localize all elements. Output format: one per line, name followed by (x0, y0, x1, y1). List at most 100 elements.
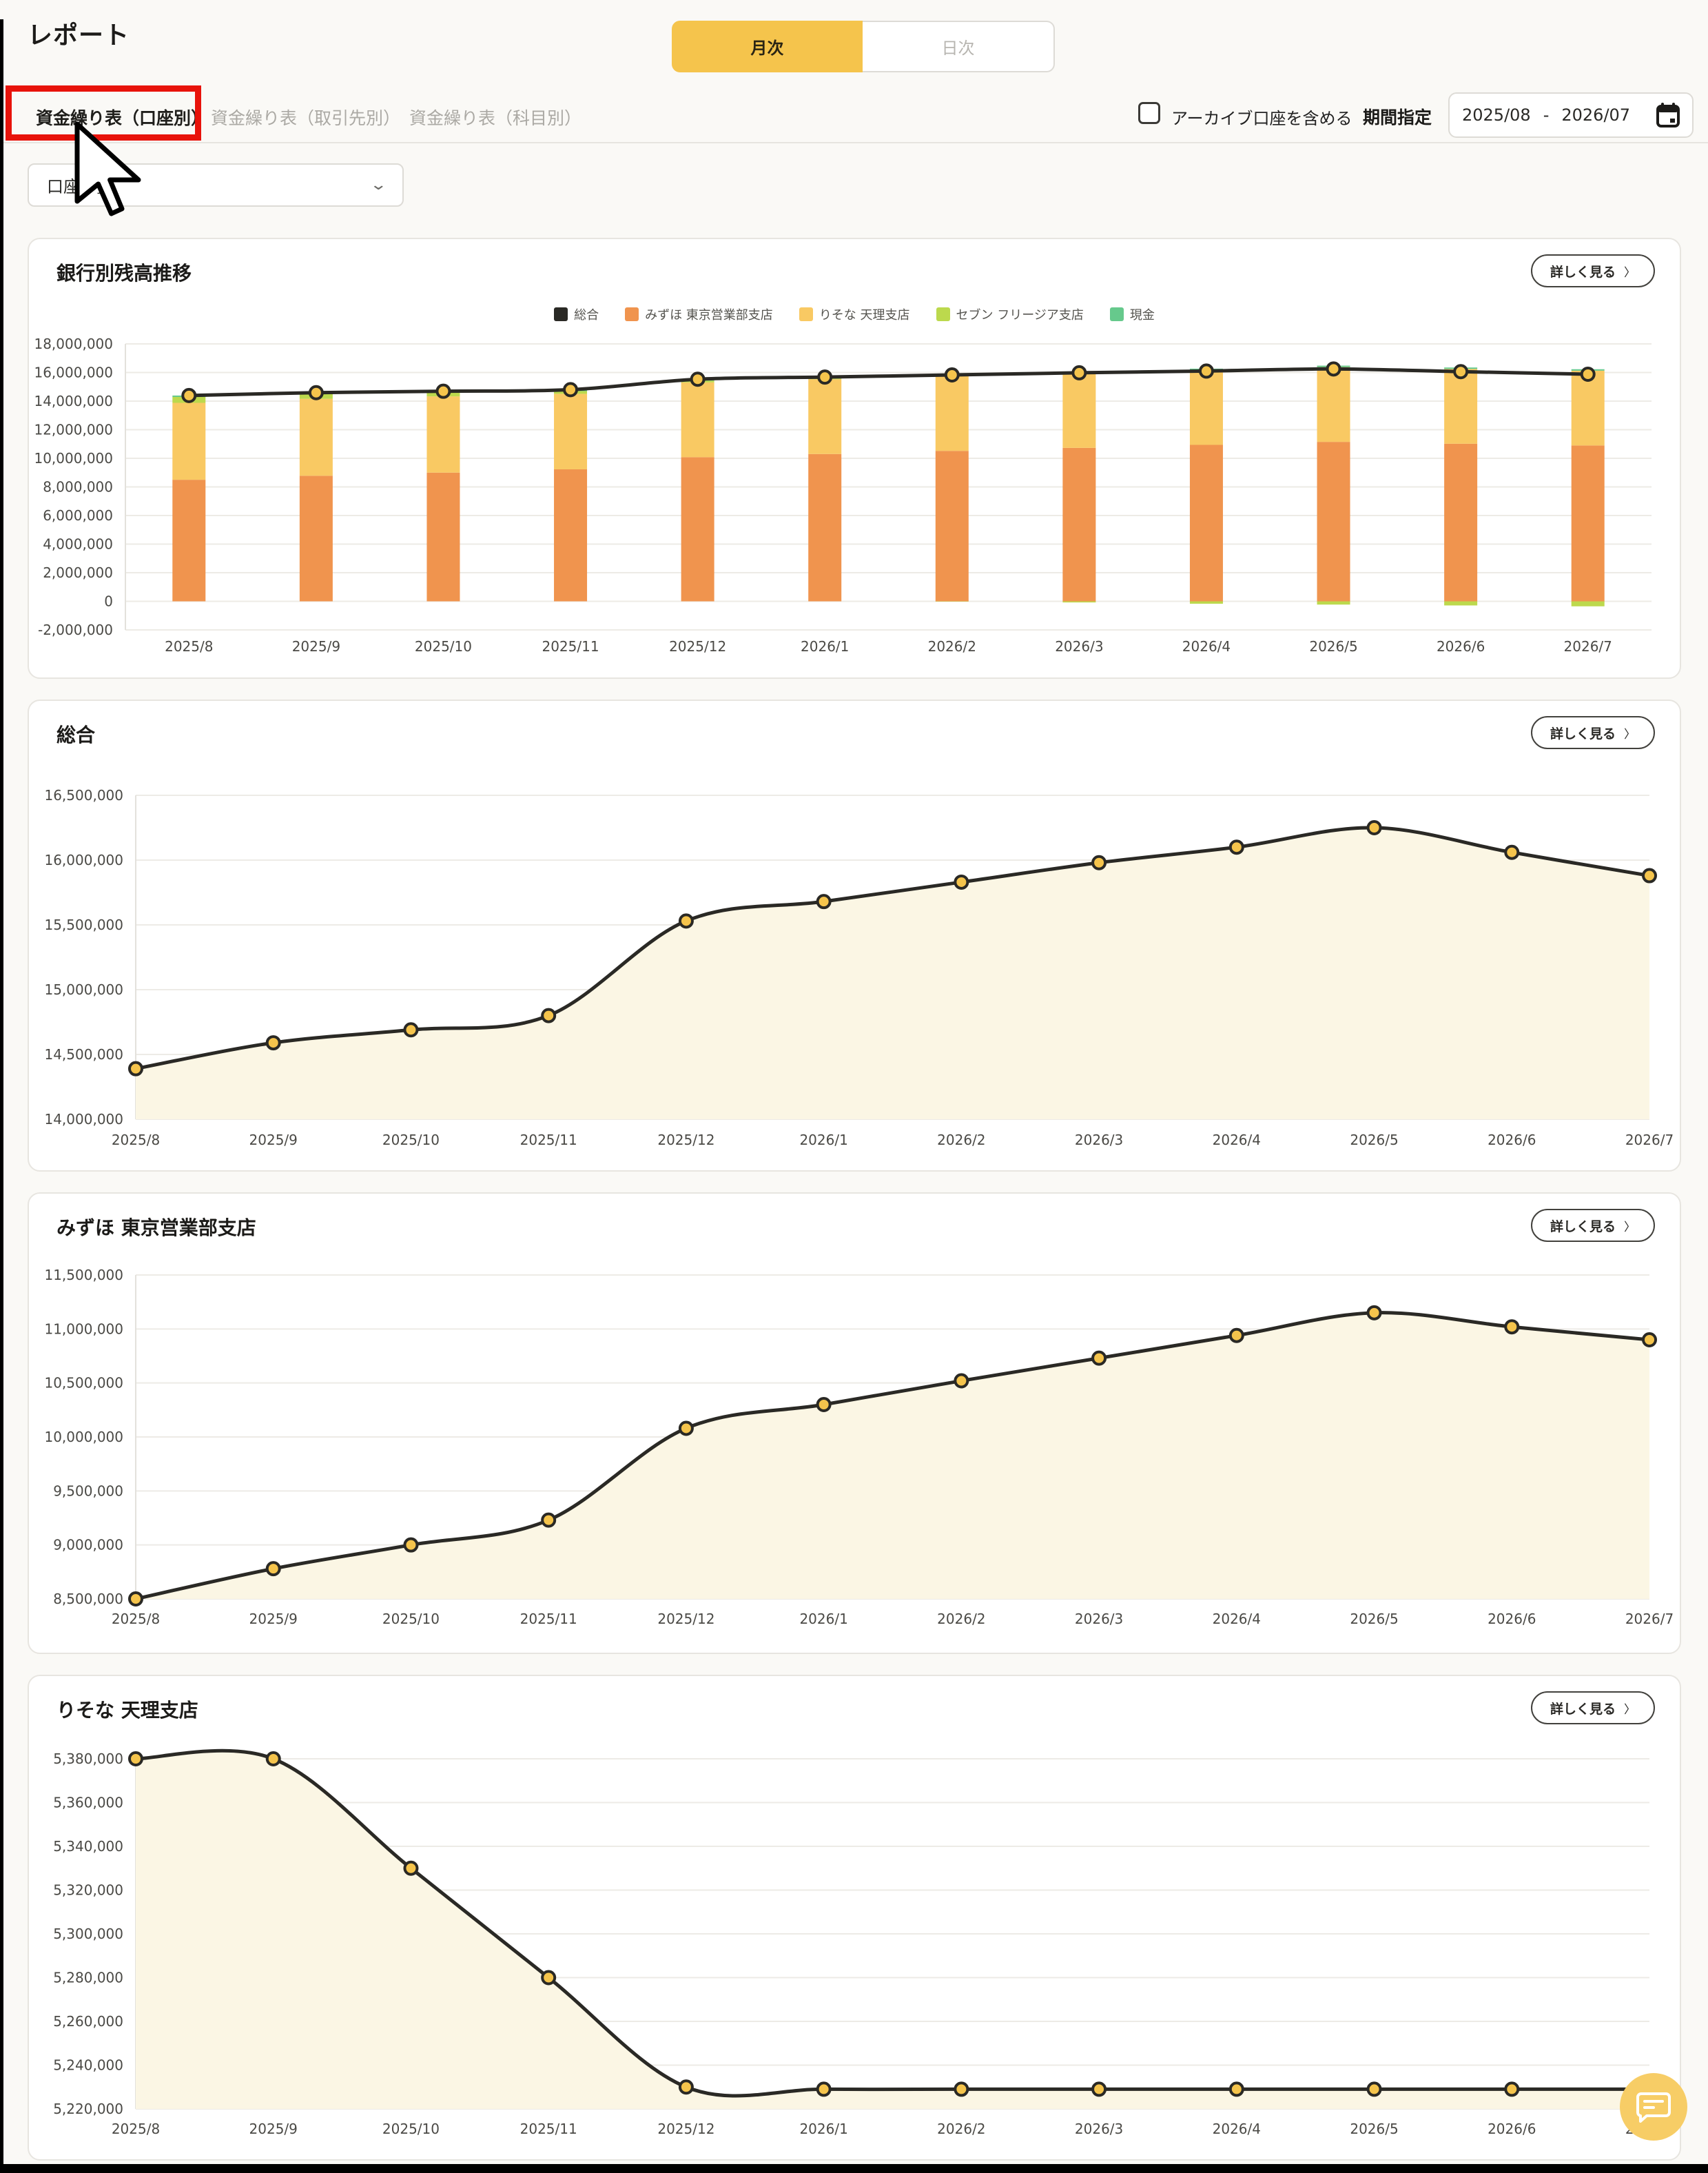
svg-text:2025/12: 2025/12 (657, 1611, 714, 1627)
window-edge-left (0, 19, 3, 2173)
svg-text:2025/8: 2025/8 (112, 1132, 160, 1148)
chart-title-bank-balance: 銀行別残高推移 (56, 262, 192, 285)
svg-text:12,000,000: 12,000,000 (34, 422, 113, 438)
subtab-by-counterparty[interactable]: 資金繰り表（取引先別） (211, 108, 401, 128)
chevron-right-icon: 〉 (1624, 727, 1636, 742)
svg-text:5,300,000: 5,300,000 (53, 1926, 123, 1942)
svg-text:5,360,000: 5,360,000 (53, 1795, 123, 1811)
period-range-input[interactable]: 2025/08 - 2026/07 (1448, 92, 1694, 138)
legend-swatch (554, 307, 568, 321)
svg-text:2026/7: 2026/7 (1625, 1611, 1674, 1627)
detail-button-label: 詳しく見る (1550, 264, 1616, 280)
tab-monthly[interactable]: 月次 (672, 21, 863, 72)
archive-accounts-label: アーカイブ口座を含める (1171, 109, 1352, 128)
chart-legend: 総合 みずほ 東京営業部支店 りそな 天理支店 セブン フリージア支店 現金 (29, 305, 1680, 323)
legend-item: セブン フリージア支店 (936, 305, 1084, 323)
svg-text:2025/11: 2025/11 (542, 638, 599, 655)
svg-text:2025/9: 2025/9 (292, 638, 340, 655)
svg-text:2026/6: 2026/6 (1488, 2121, 1536, 2137)
svg-text:9,500,000: 9,500,000 (53, 1482, 123, 1499)
chat-bubble-icon (1636, 2092, 1671, 2123)
svg-text:-2,000,000: -2,000,000 (38, 622, 113, 638)
svg-text:5,280,000: 5,280,000 (53, 1970, 123, 1986)
svg-text:14,000,000: 14,000,000 (34, 393, 113, 409)
archive-accounts-checkbox[interactable] (1138, 102, 1160, 124)
svg-text:2026/2: 2026/2 (937, 2121, 985, 2137)
svg-text:2025/12: 2025/12 (657, 1132, 714, 1148)
svg-text:11,500,000: 11,500,000 (44, 1267, 123, 1283)
svg-text:2026/1: 2026/1 (799, 2121, 847, 2137)
svg-text:16,500,000: 16,500,000 (44, 787, 123, 804)
svg-text:2026/1: 2026/1 (799, 1611, 847, 1627)
svg-text:5,260,000: 5,260,000 (53, 2013, 123, 2030)
period-end-value[interactable]: 2026/07 (1561, 105, 1631, 125)
legend-item: りそな 天理支店 (799, 305, 910, 323)
svg-text:10,500,000: 10,500,000 (44, 1375, 123, 1391)
svg-text:2025/8: 2025/8 (165, 638, 213, 655)
period-spec-label: 期間指定 (1363, 108, 1432, 127)
chevron-right-icon: 〉 (1624, 265, 1636, 280)
subtab-by-category[interactable]: 資金繰り表（科目別） (409, 108, 582, 128)
svg-text:2025/10: 2025/10 (415, 638, 472, 655)
annotation-highlight-box (6, 85, 201, 141)
legend-swatch (625, 307, 639, 321)
card-resona: 5,380,000 5,360,000 5,340,000 5,320,000 5,30… (28, 1675, 1681, 2161)
svg-text:0: 0 (104, 593, 113, 610)
detail-button-total[interactable]: 詳しく見る 〉 (1530, 716, 1655, 749)
svg-text:2025/12: 2025/12 (657, 2121, 714, 2137)
svg-text:2026/5: 2026/5 (1350, 1611, 1398, 1627)
chevron-right-icon: 〉 (1624, 1702, 1636, 1717)
subtab-by-account[interactable]: 資金繰り表（口座別） (36, 108, 209, 128)
legend-swatch (936, 307, 950, 321)
svg-text:15,000,000: 15,000,000 (44, 981, 123, 998)
window-edge-bottom (0, 2164, 1708, 2173)
svg-text:2025/11: 2025/11 (520, 1132, 577, 1148)
divider (0, 142, 1708, 143)
svg-text:2025/12: 2025/12 (669, 638, 726, 655)
detail-button-mizuho[interactable]: 詳しく見る 〉 (1530, 1209, 1655, 1242)
period-separator: - (1543, 105, 1550, 125)
chart-title-total: 総合 (56, 724, 96, 746)
detail-button-resona[interactable]: 詳しく見る 〉 (1530, 1691, 1655, 1724)
svg-text:2026/3: 2026/3 (1055, 638, 1103, 655)
legend-label: セブン フリージア支店 (956, 308, 1084, 323)
svg-text:2026/4: 2026/4 (1213, 1611, 1261, 1627)
svg-text:16,000,000: 16,000,000 (34, 365, 113, 381)
total-area-chart: 16,500,000 16,000,000 15,500,000 15,000,000… (29, 701, 1680, 1170)
svg-text:2025/9: 2025/9 (249, 2121, 298, 2137)
chat-fab-button[interactable] (1620, 2073, 1687, 2141)
svg-text:2025/9: 2025/9 (249, 1611, 298, 1627)
detail-button-label: 詳しく見る (1550, 1218, 1616, 1234)
detail-button-label: 詳しく見る (1550, 1701, 1616, 1717)
detail-button-bank-balance[interactable]: 詳しく見る 〉 (1530, 254, 1655, 287)
svg-text:5,320,000: 5,320,000 (53, 1882, 123, 1899)
svg-text:2025/11: 2025/11 (520, 1611, 577, 1627)
svg-text:2026/1: 2026/1 (799, 1132, 847, 1148)
svg-text:15,500,000: 15,500,000 (44, 917, 123, 933)
tab-daily[interactable]: 日次 (863, 21, 1055, 72)
svg-text:11,000,000: 11,000,000 (44, 1320, 123, 1337)
svg-text:6,000,000: 6,000,000 (43, 507, 113, 524)
svg-text:2026/7: 2026/7 (1625, 1132, 1674, 1148)
calendar-icon[interactable] (1656, 103, 1680, 127)
svg-text:2026/2: 2026/2 (937, 1611, 985, 1627)
resona-area-chart: 5,380,000 5,360,000 5,340,000 5,320,000 5,30… (29, 1676, 1680, 2159)
legend-swatch (799, 307, 813, 321)
svg-text:2025/8: 2025/8 (112, 1611, 160, 1627)
svg-text:2026/2: 2026/2 (928, 638, 976, 655)
svg-text:2025/8: 2025/8 (112, 2121, 160, 2137)
svg-text:5,380,000: 5,380,000 (53, 1751, 123, 1767)
svg-text:2026/6: 2026/6 (1437, 638, 1485, 655)
svg-text:2025/9: 2025/9 (249, 1132, 298, 1148)
svg-text:10,000,000: 10,000,000 (44, 1429, 123, 1445)
period-start-value[interactable]: 2025/08 (1462, 105, 1531, 125)
legend-label: りそな 天理支店 (819, 308, 910, 323)
svg-text:14,000,000: 14,000,000 (44, 1111, 123, 1128)
svg-text:5,220,000: 5,220,000 (53, 2101, 123, 2117)
svg-text:2025/10: 2025/10 (382, 1611, 440, 1627)
svg-text:2026/3: 2026/3 (1075, 1611, 1123, 1627)
svg-text:14,500,000: 14,500,000 (44, 1046, 123, 1063)
chart-title-resona: りそな 天理支店 (56, 1699, 198, 1722)
svg-text:2026/7: 2026/7 (1564, 638, 1612, 655)
